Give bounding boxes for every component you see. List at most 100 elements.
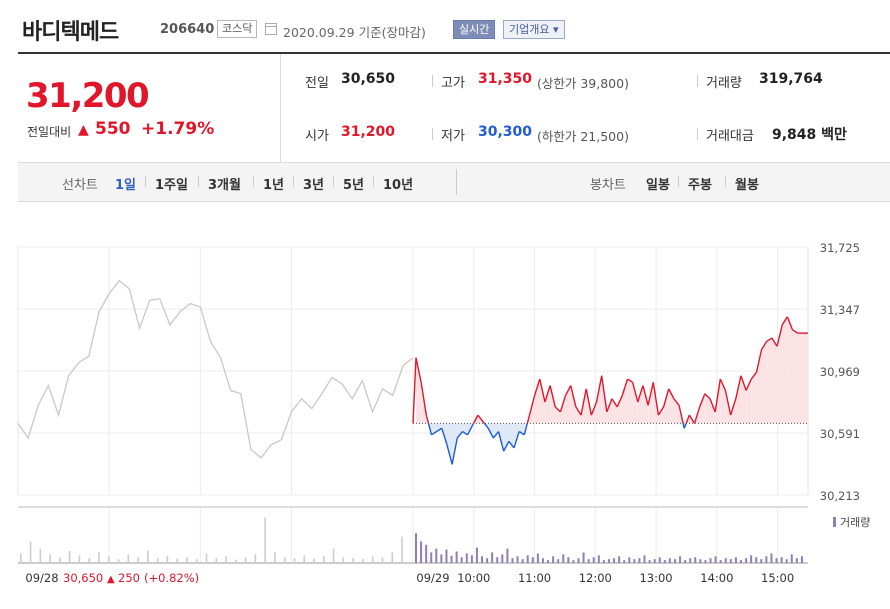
up-fill (782, 316, 788, 424)
volume-bar (107, 556, 110, 563)
down-line-segment (466, 424, 474, 436)
down-fill (503, 423, 509, 452)
volume-bar (264, 517, 266, 563)
volume-bar (663, 560, 666, 563)
tab-1day[interactable]: 1일 (115, 178, 137, 193)
up-fill (622, 379, 628, 424)
up-line-segment (766, 337, 773, 342)
x-tick-label: 09/28 (25, 571, 58, 585)
volume-bars (20, 517, 803, 563)
volume-bar (20, 553, 22, 563)
volume-bar (618, 556, 621, 563)
chart-tab-bar (18, 162, 890, 202)
volume-bar (420, 541, 423, 563)
stat-separator (432, 128, 433, 140)
chart-lines (17, 279, 808, 465)
tab-1year[interactable]: 1년 (263, 178, 285, 193)
tab-1week[interactable]: 1주일 (155, 178, 188, 193)
volume-bar (455, 551, 458, 563)
volume-bar (166, 555, 169, 563)
up-fill (570, 385, 576, 424)
stat-separator (432, 75, 433, 87)
down-line-segment (446, 444, 453, 465)
up-line-segment (621, 378, 629, 396)
up-line-segment (575, 406, 582, 416)
up-line-segment (642, 385, 649, 406)
volume-bar (98, 552, 100, 563)
stat-separator (697, 75, 698, 87)
up-fill (606, 398, 612, 424)
volume-bar (68, 551, 71, 563)
tab-monthly-candle[interactable]: 월봉 (735, 178, 759, 193)
prev-day-line (17, 279, 414, 459)
x-tick-label: 09/29 (416, 571, 449, 585)
x-tick-label: 12:00 (579, 571, 612, 585)
up-line-segment (750, 372, 757, 380)
down-line-segment (487, 427, 494, 439)
volume-bar (313, 558, 315, 563)
tab-separator (373, 176, 374, 187)
volume-bar (381, 557, 384, 563)
up-line-segment (616, 395, 623, 408)
quote-date: 2020.09.29 기준(장마감) (283, 22, 426, 41)
volume-bar (668, 558, 671, 563)
volume-bar (496, 557, 499, 563)
volume-bar (765, 556, 768, 563)
footer-up-arrow-icon: ▲ (107, 574, 115, 585)
up-fill (632, 382, 638, 424)
volume-bar (714, 556, 717, 563)
tab-daily-candle[interactable]: 일봉 (646, 178, 670, 193)
tab-5year[interactable]: 5년 (343, 178, 365, 193)
volume-bar (39, 548, 42, 563)
y-tick-label: 30,969 (820, 365, 860, 379)
upper-limit: (상한가 39,800) (537, 76, 629, 91)
volume-bar (491, 552, 494, 563)
volume-bar (800, 556, 803, 563)
volume-bar (541, 558, 544, 563)
up-fill (575, 406, 582, 424)
date-value: 2020.09.29 (283, 25, 355, 40)
volume-bar (323, 556, 325, 563)
up-fill (751, 372, 757, 424)
volume-bar (186, 557, 188, 563)
realtime-button[interactable]: 실시간 (453, 20, 496, 39)
volume-bar (745, 558, 748, 563)
volume-bar (205, 553, 208, 563)
up-line-segment (786, 316, 794, 331)
tab-3month[interactable]: 3개월 (208, 178, 241, 193)
down-line-segment (436, 427, 443, 433)
up-fill (560, 395, 566, 424)
volume-bar (401, 536, 403, 563)
volume-bar (567, 557, 570, 563)
up-line-segment (662, 388, 670, 408)
volume-bar (780, 557, 783, 563)
volume-bar (156, 558, 159, 563)
up-fill (761, 341, 767, 424)
footer-pct: (+0.82%) (144, 571, 199, 585)
volume-bar (235, 559, 237, 563)
volume-bar (739, 560, 742, 563)
up-fill (534, 379, 540, 424)
up-fill (766, 338, 772, 424)
chart-fills (416, 316, 808, 465)
volume-bar (750, 555, 753, 563)
up-line-segment (771, 337, 778, 347)
volume-bar (127, 554, 130, 563)
volume-bar (303, 555, 306, 563)
chart-labels: 31,725 31,347 30,969 30,591 30,213 09/28 09/29… (25, 241, 870, 585)
company-info-button[interactable]: 기업개요 ▾ (503, 20, 565, 39)
tab-10year[interactable]: 10년 (383, 178, 414, 193)
volume-bar (734, 557, 737, 563)
volume-bar (547, 560, 550, 563)
up-fill (704, 393, 710, 424)
low-label: 저가 (441, 129, 465, 144)
up-line-segment (668, 388, 675, 400)
up-line-segment (776, 324, 783, 347)
tab-3year[interactable]: 3년 (303, 178, 325, 193)
tab-weekly-candle[interactable]: 주봉 (688, 178, 712, 193)
volume-bar (755, 557, 758, 563)
volume-bar (623, 560, 626, 563)
up-line-segment (699, 393, 706, 408)
down-line-segment (518, 430, 525, 436)
up-arrow-icon: ▲ (78, 122, 89, 138)
